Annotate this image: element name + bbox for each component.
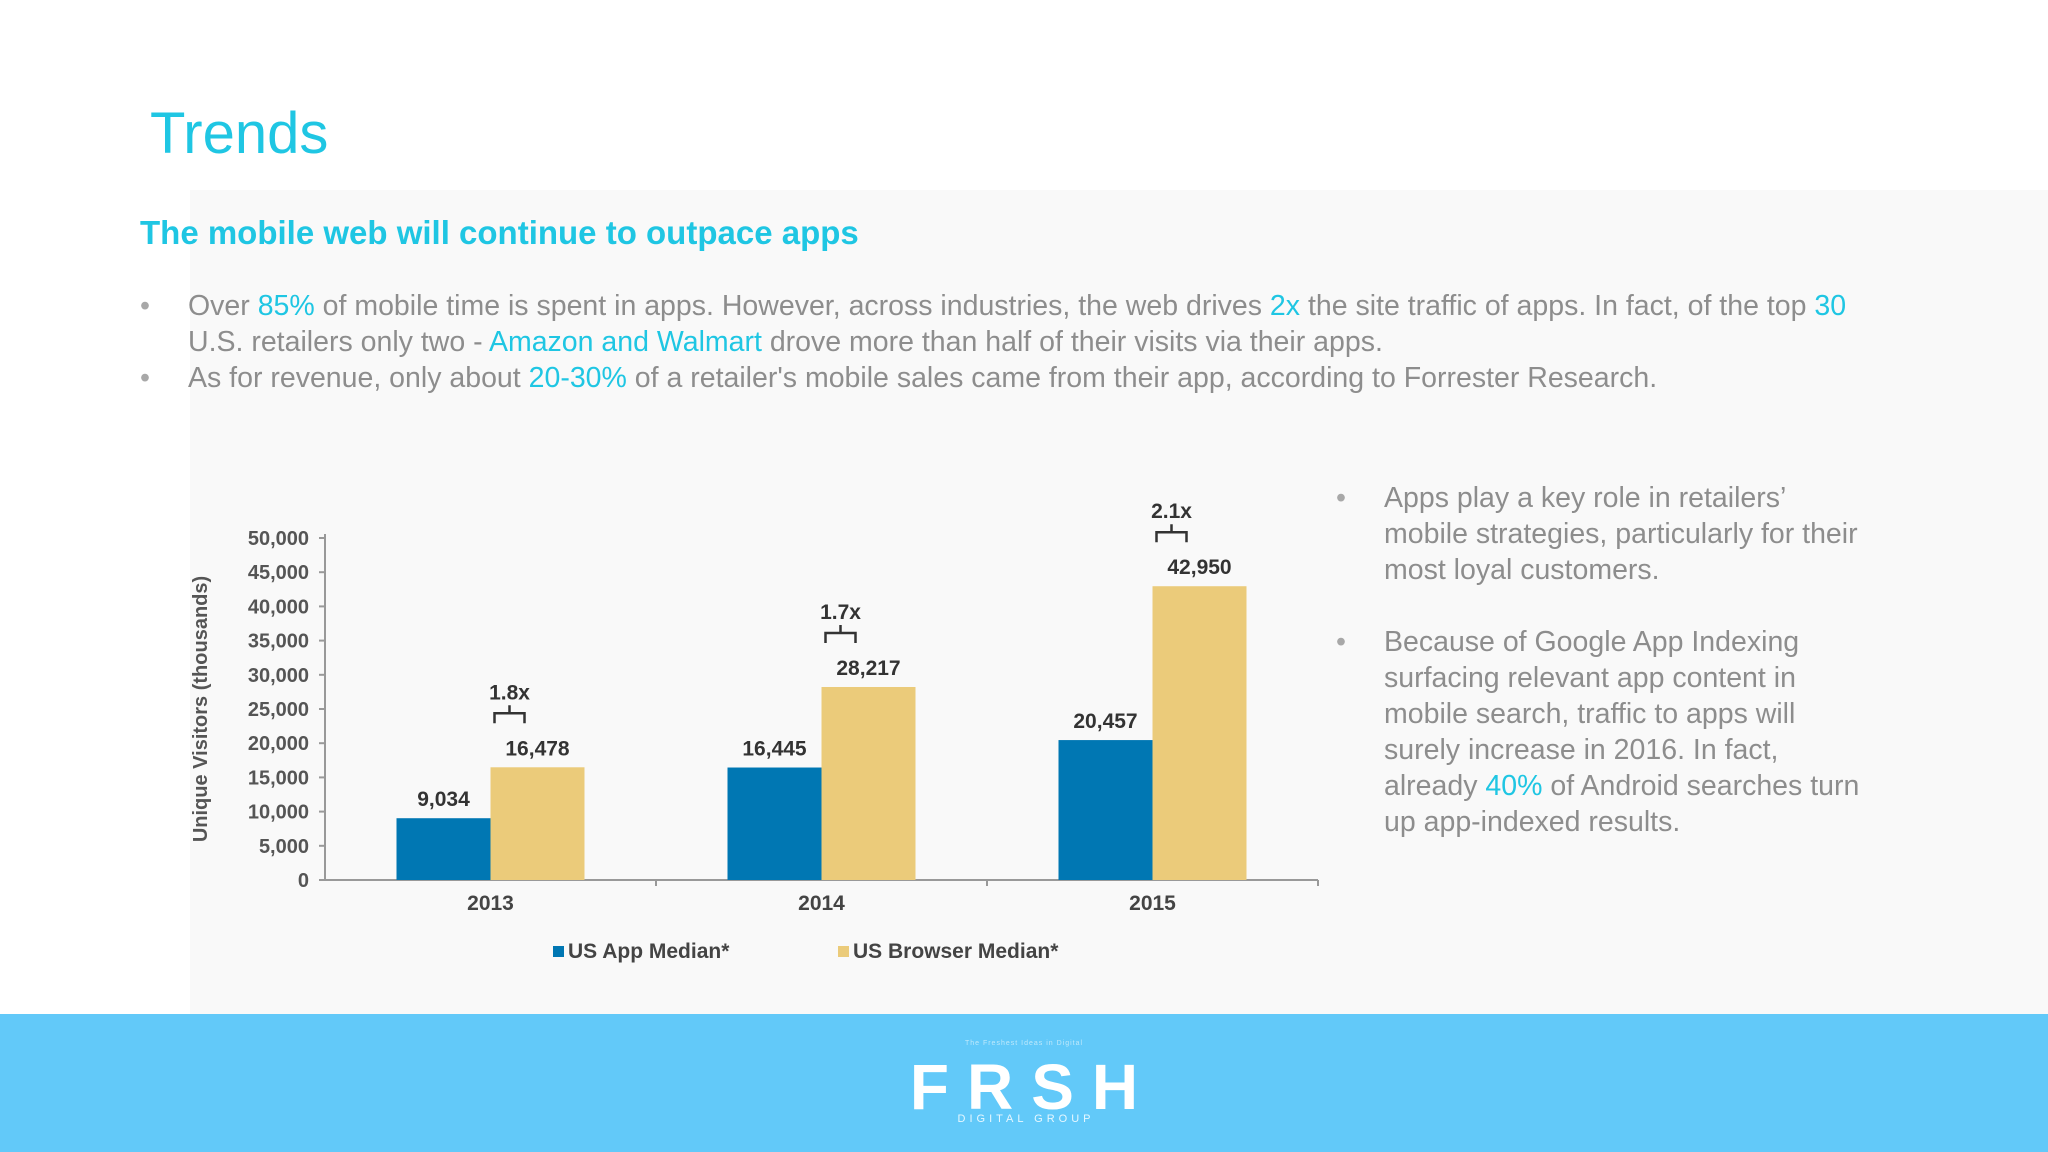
y-tick-label: 50,000 xyxy=(248,528,309,550)
text-segment: U.S. retailers only two - xyxy=(188,326,489,358)
slide-title: Trends xyxy=(150,101,329,166)
x-tick-label: 2013 xyxy=(467,892,514,915)
ratio-bracket xyxy=(493,705,526,724)
legend-swatch xyxy=(553,946,564,957)
bar-value-label: 42,950 xyxy=(1167,556,1231,579)
bar-browser-2014 xyxy=(821,686,916,880)
bar-value-label: 28,217 xyxy=(836,657,900,680)
logo-subtitle: DIGITAL GROUP xyxy=(957,1113,1095,1125)
bar-value-label: 16,445 xyxy=(742,738,807,761)
bar-app-2014 xyxy=(727,767,822,880)
frsh-logo: FRSH xyxy=(909,1051,1157,1123)
bar-value-label: 20,457 xyxy=(1073,710,1137,733)
y-tick-label: 45,000 xyxy=(248,562,309,584)
y-axis-title: Unique Visitors (thousands) xyxy=(190,576,212,842)
highlight-amazon-walmart: Amazon and Walmart xyxy=(488,326,762,358)
bullet-marker-icon: • xyxy=(1336,626,1346,658)
visitors-bar-chart: 0 5,000 10,000 15,000 20,000 25,000 30,000 35,0… xyxy=(175,480,1335,1000)
ratio-label: 1.7x xyxy=(820,601,861,624)
bullet-item-2: • As for revenue, only about 20-30% of a… xyxy=(140,360,1860,396)
highlight-20-30-percent: 20-30% xyxy=(528,362,627,394)
main-bullet-list: • Over 85% of mobile time is spent in ap… xyxy=(140,288,1860,396)
x-tick-label: 2014 xyxy=(798,892,845,915)
y-tick-label: 40,000 xyxy=(248,596,309,618)
y-tick-label: 0 xyxy=(298,870,309,892)
bullet-marker-icon: • xyxy=(1336,482,1346,514)
y-tick-label: 10,000 xyxy=(248,802,309,824)
highlight-40-percent: 40% xyxy=(1485,770,1543,802)
bullet-text: Over 85% of mobile time is spent in apps… xyxy=(188,290,1846,358)
y-tick-label: 25,000 xyxy=(248,699,309,721)
legend-label: US App Median* xyxy=(568,940,730,963)
bullet-text: As for revenue, only about 20-30% of a r… xyxy=(188,362,1657,394)
x-tick-label: 2015 xyxy=(1129,892,1176,915)
bullet-marker-icon: • xyxy=(140,290,150,322)
legend-label: US Browser Median* xyxy=(853,940,1059,963)
bar-browser-2013 xyxy=(490,767,585,880)
y-tick-label: 30,000 xyxy=(248,665,309,687)
text-segment: Over xyxy=(188,290,258,322)
logo-tagline: The Freshest Ideas in Digital xyxy=(964,1040,1084,1047)
side-bullet-item-2: • Because of Google App Indexing surfaci… xyxy=(1332,624,1872,840)
ratio-bracket xyxy=(1155,524,1188,543)
y-tick-label: 15,000 xyxy=(248,767,309,789)
ratio-label: 2.1x xyxy=(1151,500,1192,523)
side-bullet-list: • Apps play a key role in retailers’ mob… xyxy=(1332,480,1872,876)
ratio-label: 1.8x xyxy=(489,681,530,704)
bar-browser-2015 xyxy=(1152,586,1247,880)
legend-swatch xyxy=(838,946,849,957)
slide-subtitle: The mobile web will continue to outpace … xyxy=(140,214,859,251)
text-segment: Apps play a key role in retailers’ mobil… xyxy=(1384,482,1858,586)
y-tick-label: 5,000 xyxy=(259,836,309,858)
highlight-85-percent: 85% xyxy=(257,290,315,322)
text-segment: drove more than half of their visits via… xyxy=(761,326,1383,358)
highlight-30: 30 xyxy=(1814,290,1847,322)
ratio-bracket xyxy=(824,624,857,643)
bar-app-2013 xyxy=(396,818,491,880)
text-segment: of mobile time is spent in apps. However… xyxy=(314,290,1270,322)
bar-value-label: 16,478 xyxy=(505,737,570,760)
side-bullet-item-1: • Apps play a key role in retailers’ mob… xyxy=(1332,480,1872,588)
text-segment: the site traffic of apps. In fact, of th… xyxy=(1300,290,1815,322)
text-segment: of a retailer's mobile sales came from t… xyxy=(626,362,1658,394)
chart-svg: 0 5,000 10,000 15,000 20,000 25,000 30,000 35,0… xyxy=(190,500,1319,963)
text-segment: of Android searches turn up app-indexed … xyxy=(1384,770,1860,838)
bar-value-label: 9,034 xyxy=(417,788,470,811)
bar-app-2015 xyxy=(1058,740,1153,880)
text-segment: Because of Google App Indexing surfacing… xyxy=(1384,626,1800,802)
bullet-item-1: • Over 85% of mobile time is spent in ap… xyxy=(140,288,1860,360)
y-tick-label: 20,000 xyxy=(248,733,309,755)
bullet-marker-icon: • xyxy=(140,362,150,394)
footer-bar xyxy=(0,1014,2048,1152)
text-segment: As for revenue, only about xyxy=(188,362,529,394)
highlight-2x: 2x xyxy=(1269,290,1301,322)
y-tick-label: 35,000 xyxy=(248,631,309,653)
